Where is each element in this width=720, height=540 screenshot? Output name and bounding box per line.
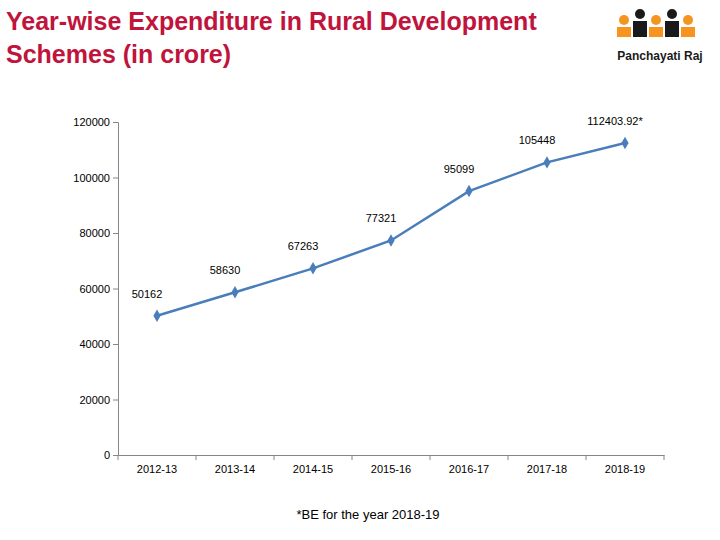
x-tick: 2014-15 (293, 455, 333, 475)
y-tick: 120000 (73, 116, 118, 128)
x-tick: 2018-19 (605, 455, 645, 475)
logo-icon (619, 15, 629, 25)
y-tick-label: 40000 (79, 338, 110, 350)
x-tick: 2012-13 (137, 455, 177, 475)
y-tick-label: 120000 (73, 116, 110, 128)
logo-icon (651, 15, 661, 25)
x-boundary-tick (664, 455, 665, 460)
y-tick: 40000 (79, 338, 118, 350)
y-tick-mark (113, 233, 118, 234)
y-tick-mark (113, 400, 118, 401)
title-line: Schemes (in crore) (6, 40, 231, 68)
logo-icon (633, 21, 647, 37)
y-tick-label: 60000 (79, 283, 110, 295)
data-label: 105448 (519, 134, 556, 146)
data-label: 77321 (366, 212, 397, 224)
data-point (231, 286, 238, 298)
title-line: Year-wise Expenditure in Rural Developme… (6, 7, 537, 35)
y-tick-label: 20000 (79, 394, 110, 406)
data-point (465, 185, 472, 197)
x-boundary-tick (274, 455, 275, 460)
data-point (387, 234, 394, 246)
x-tick-label: 2015-16 (371, 463, 411, 475)
data-point (309, 262, 316, 274)
data-line (157, 143, 625, 316)
logo-icon (683, 15, 693, 25)
logo: Panchayati Raj (617, 9, 703, 63)
y-tick: 100000 (73, 172, 118, 184)
x-axis-line (119, 455, 665, 456)
x-tick-label: 2013-14 (215, 463, 255, 475)
y-tick-label: 80000 (79, 227, 110, 239)
x-tick-label: 2017-18 (527, 463, 567, 475)
x-tick-label: 2018-19 (605, 463, 645, 475)
x-tick: 2015-16 (371, 455, 411, 475)
y-tick-mark (113, 122, 118, 123)
data-label: 112403.92* (587, 115, 643, 127)
x-tick-label: 2012-13 (137, 463, 177, 475)
y-tick-mark (113, 344, 118, 345)
y-axis: 0 20000 40000 60000 80000 100000 120000 (73, 116, 118, 461)
y-tick-mark (113, 289, 118, 290)
x-tick-label: 2014-15 (293, 463, 333, 475)
x-tick: 2016-17 (449, 455, 489, 475)
y-tick-mark (113, 455, 118, 456)
plot-area (153, 137, 628, 322)
y-tick-label: 0 (104, 449, 110, 461)
logo-icon (667, 9, 677, 19)
x-boundary-tick (196, 455, 197, 460)
logo-icon (617, 27, 631, 37)
data-label: 67263 (288, 240, 319, 252)
x-tick: 2017-18 (527, 455, 567, 475)
y-tick-label: 100000 (73, 172, 110, 184)
x-axis: 2012-13 2013-14 2014-15 2015-16 2016-17 2017-… (119, 455, 665, 475)
footnote: *BE for the year 2018-19 (296, 507, 439, 522)
x-boundary-tick (118, 455, 119, 460)
y-tick: 60000 (79, 283, 118, 295)
y-tick: 20000 (79, 394, 118, 406)
x-boundary-tick (352, 455, 353, 460)
x-boundary-tick (430, 455, 431, 460)
logo-icon (635, 9, 645, 19)
title: Year-wise Expenditure in Rural Developme… (6, 7, 537, 68)
y-axis-line (113, 123, 119, 456)
y-tick-mark (113, 178, 118, 179)
y-tick: 80000 (79, 227, 118, 239)
data-label: 58630 (210, 264, 241, 276)
logo-icon (681, 27, 695, 37)
logo-text: Panchayati Raj (617, 49, 702, 63)
data-label: 95099 (444, 163, 475, 175)
x-tick-label: 2016-17 (449, 463, 489, 475)
y-tick: 0 (104, 449, 118, 461)
data-point (621, 137, 628, 149)
x-tick: 2013-14 (215, 455, 255, 475)
data-point (543, 156, 550, 168)
x-boundary-tick (586, 455, 587, 460)
logo-icon (649, 27, 663, 37)
data-label: 50162 (132, 288, 163, 300)
logo-icon (665, 21, 679, 37)
data-point (153, 310, 160, 322)
chart: Year-wise Expenditure in Rural Developme… (0, 0, 720, 540)
x-boundary-tick (508, 455, 509, 460)
